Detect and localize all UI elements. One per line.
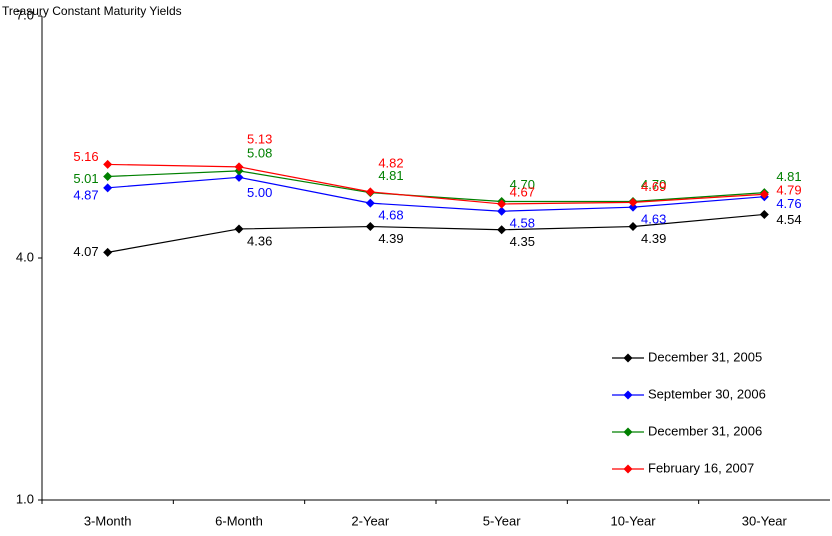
data-point	[234, 162, 244, 172]
data-point	[103, 183, 113, 193]
data-label: 5.13	[247, 131, 272, 146]
data-point	[365, 198, 375, 208]
legend-marker	[623, 353, 633, 363]
x-tick-label: 3-Month	[84, 513, 132, 528]
x-tick-label: 30-Year	[742, 513, 788, 528]
series-line	[107, 170, 765, 203]
x-tick-label: 5-Year	[483, 513, 521, 528]
data-point	[234, 224, 244, 234]
data-label: 4.81	[776, 169, 801, 184]
x-tick-label: 10-Year	[610, 513, 656, 528]
data-label: 4.39	[378, 231, 403, 246]
legend-marker	[623, 390, 633, 400]
data-label: 4.69	[641, 179, 666, 194]
data-point	[234, 172, 244, 182]
data-point	[103, 159, 113, 169]
data-label: 4.67	[510, 184, 535, 199]
series-line	[107, 163, 765, 205]
chart-title: Treasury Constant Maturity Yields	[2, 4, 182, 18]
y-tick-label: 4.0	[16, 249, 34, 264]
series-line	[107, 176, 765, 212]
legend-marker	[623, 427, 633, 437]
data-point	[628, 202, 638, 212]
data-label: 4.07	[73, 244, 98, 259]
data-label: 4.36	[247, 233, 272, 248]
data-label: 5.00	[247, 185, 272, 200]
data-point	[628, 197, 638, 207]
data-label: 4.79	[776, 183, 801, 198]
data-label: 4.70	[641, 177, 666, 192]
data-label: 4.35	[510, 234, 535, 249]
data-point	[365, 222, 375, 232]
data-label: 5.16	[73, 149, 98, 164]
legend-marker	[623, 464, 633, 474]
data-point	[103, 172, 113, 182]
data-label: 5.01	[73, 171, 98, 186]
data-label: 4.39	[641, 231, 666, 246]
data-label: 4.76	[776, 196, 801, 211]
legend-label: December 31, 2005	[648, 349, 762, 364]
data-label: 4.58	[510, 216, 535, 231]
data-point	[497, 199, 507, 209]
data-point	[759, 189, 769, 199]
data-point	[103, 247, 113, 257]
y-tick-label: 1.0	[16, 491, 34, 506]
data-label: 4.63	[641, 212, 666, 227]
data-label: 5.08	[247, 145, 272, 160]
legend-label: February 16, 2007	[648, 460, 754, 475]
series-line	[107, 213, 765, 253]
legend-label: December 31, 2006	[648, 423, 762, 438]
data-label: 4.82	[378, 155, 403, 170]
data-point	[365, 187, 375, 197]
data-point	[759, 209, 769, 219]
x-tick-label: 6-Month	[215, 513, 263, 528]
data-point	[497, 206, 507, 216]
y-tick-label: 7.0	[16, 7, 34, 22]
data-label: 4.68	[378, 208, 403, 223]
data-point	[497, 225, 507, 235]
data-label: 4.54	[776, 212, 801, 227]
legend-label: September 30, 2006	[648, 386, 766, 401]
data-point	[628, 222, 638, 232]
x-tick-label: 2-Year	[351, 513, 389, 528]
data-label: 4.87	[73, 187, 98, 202]
data-label: 4.81	[378, 168, 403, 183]
data-label: 4.70	[510, 177, 535, 192]
